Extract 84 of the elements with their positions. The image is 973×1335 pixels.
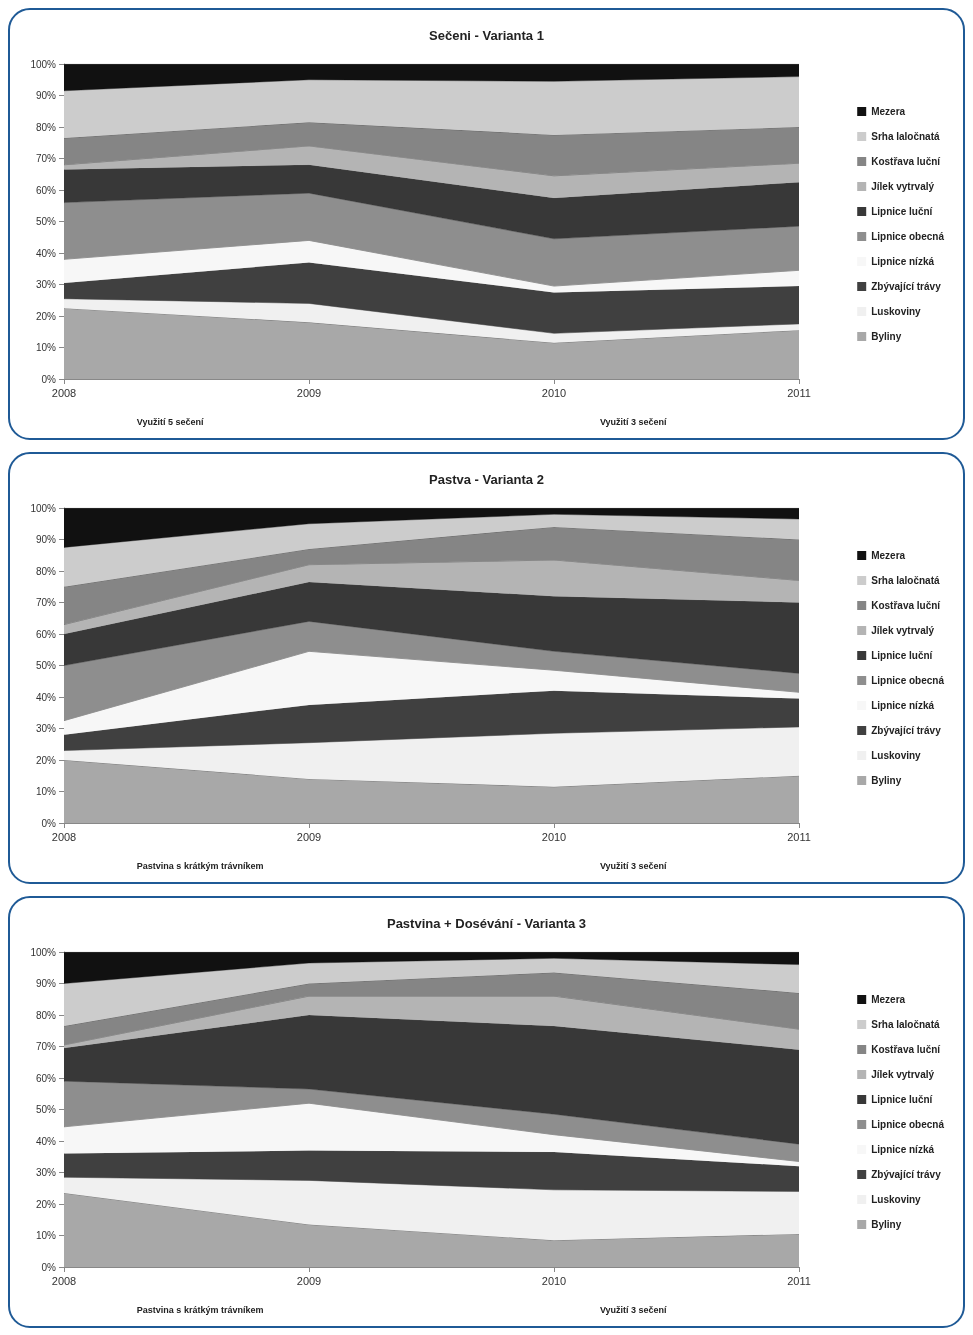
legend-label: Lipnice nízká <box>871 1144 935 1155</box>
chart-title: Sečeni - Varianta 1 <box>429 28 544 43</box>
y-tick-label: 20% <box>35 754 57 766</box>
x-tick-label: 2010 <box>541 386 567 399</box>
text: Využití 3 sečení <box>599 860 668 871</box>
y-tick-label: 10% <box>35 1230 57 1241</box>
legend-label: Lipnice luční <box>871 650 934 661</box>
y-tick-label: 70% <box>35 153 57 164</box>
y-tick-label: 0% <box>41 817 57 829</box>
y-tick-label: 40% <box>35 1135 57 1147</box>
y-tick-label: 70% <box>35 1041 57 1052</box>
text: Pastvina s krátkým trávníkem <box>136 1304 264 1315</box>
legend-label: Lipnice obecná <box>871 231 945 242</box>
legend-label: Srha laločnatá <box>871 1019 940 1030</box>
y-tick-label: 80% <box>35 121 57 133</box>
legend-label: Byliny <box>871 775 902 786</box>
x-tick-label: 2011 <box>787 1274 811 1287</box>
y-tick-label: 20% <box>35 310 57 322</box>
y-tick-label: 90% <box>35 90 57 101</box>
legend-label: Mezera <box>871 106 906 117</box>
x-tick-label: 2008 <box>51 830 77 843</box>
y-tick-label: 100% <box>30 946 57 958</box>
x-tick-label: 2010 <box>541 830 567 843</box>
y-tick-label: 100% <box>30 502 57 514</box>
y-tick-label: 50% <box>35 660 57 671</box>
legend-label: Lipnice luční <box>871 206 934 217</box>
legend-label: Jílek vytrvalý <box>871 181 935 192</box>
y-tick-label: 100% <box>30 58 57 70</box>
legend-label: Kostřava luční <box>871 600 942 611</box>
y-tick-label: 20% <box>35 1198 57 1210</box>
legend-label: Kostřava luční <box>871 1044 942 1055</box>
y-tick-label: 30% <box>35 279 57 290</box>
legend-label: Mezera <box>871 994 906 1005</box>
legend-label: Lipnice luční <box>871 1094 934 1105</box>
y-tick-label: 50% <box>35 1104 57 1115</box>
legend-label: Byliny <box>871 331 902 342</box>
legend-label: Mezera <box>871 550 906 561</box>
legend-label: Byliny <box>871 1219 902 1230</box>
legend-label: Lipnice nízká <box>871 700 935 711</box>
y-tick-label: 90% <box>35 978 57 989</box>
legend-label: Jílek vytrvalý <box>871 625 935 636</box>
x-tick-label: 2008 <box>51 386 77 399</box>
y-tick-label: 70% <box>35 597 57 608</box>
legend-label: Srha laločnatá <box>871 131 940 142</box>
text: Využití 5 sečení <box>136 416 205 427</box>
y-tick-label: 80% <box>35 1009 57 1021</box>
legend-label: Luskoviny <box>871 306 922 317</box>
y-tick-label: 50% <box>35 216 57 227</box>
legend-label: Jílek vytrvalý <box>871 1069 935 1080</box>
y-tick-label: 60% <box>35 1072 57 1084</box>
legend-label: Lipnice obecná <box>871 675 945 686</box>
x-tick-label: 2009 <box>296 386 322 399</box>
y-tick-label: 80% <box>35 565 57 577</box>
text: Pastvina s krátkým trávníkem <box>136 860 264 871</box>
legend-label: Srha laločnatá <box>871 575 940 586</box>
legend-label: Zbývající trávy <box>871 1169 942 1180</box>
chart-title: Pastva - Varianta 2 <box>429 472 544 487</box>
legend-label: Lipnice nízká <box>871 256 935 267</box>
x-tick-label: 2008 <box>51 1274 77 1287</box>
y-tick-label: 90% <box>35 534 57 545</box>
y-tick-label: 30% <box>35 1167 57 1178</box>
y-tick-label: 0% <box>41 1261 57 1273</box>
x-tick-label: 2011 <box>787 386 811 399</box>
y-tick-label: 0% <box>41 373 57 385</box>
legend-label: Luskoviny <box>871 750 922 761</box>
legend-label: Zbývající trávy <box>871 725 942 736</box>
x-tick-label: 2009 <box>296 830 322 843</box>
text: Využití 3 sečení <box>599 416 668 427</box>
text: Využití 3 sečení <box>599 1304 668 1315</box>
y-tick-label: 10% <box>35 342 57 353</box>
y-tick-label: 60% <box>35 184 57 196</box>
x-tick-label: 2009 <box>296 1274 322 1287</box>
y-tick-label: 30% <box>35 723 57 734</box>
legend-label: Luskoviny <box>871 1194 922 1205</box>
legend-label: Zbývající trávy <box>871 281 942 292</box>
y-tick-label: 40% <box>35 247 57 259</box>
x-tick-label: 2010 <box>541 1274 567 1287</box>
legend-label: Lipnice obecná <box>871 1119 945 1130</box>
y-tick-label: 10% <box>35 786 57 797</box>
x-tick-label: 2011 <box>787 830 811 843</box>
y-tick-label: 40% <box>35 691 57 703</box>
chart-title: Pastvina + Dosévání - Varianta 3 <box>386 916 587 931</box>
y-tick-label: 60% <box>35 628 57 640</box>
legend-label: Kostřava luční <box>871 156 942 167</box>
